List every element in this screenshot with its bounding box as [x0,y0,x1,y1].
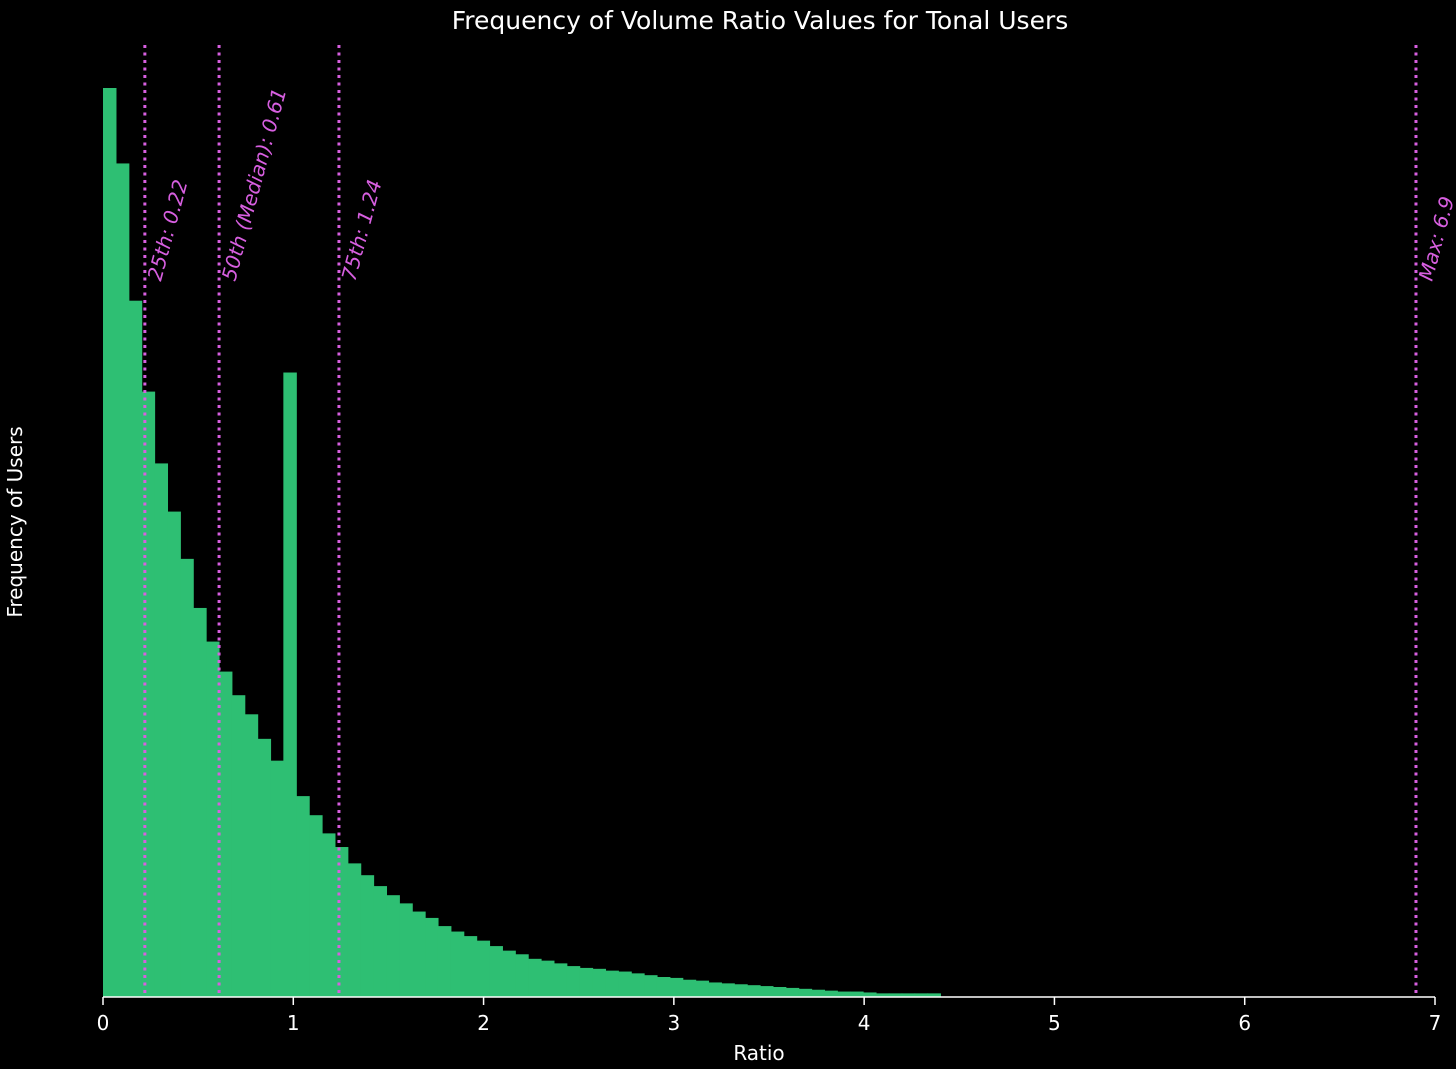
histogram-bar [901,993,916,997]
x-tick-label: 0 [97,1011,110,1035]
histogram-bar [631,973,645,997]
x-tick-label: 6 [1238,1011,1251,1035]
histogram-bar [437,926,452,997]
histogram-bar [695,980,710,997]
histogram-bar [386,895,400,997]
histogram-bar [206,641,220,997]
histogram-bar [863,992,877,997]
histogram-bar [425,917,439,997]
histogram-bar [231,695,246,997]
histogram-bar [708,982,722,997]
histogram-bar [515,954,529,997]
histogram-bar [656,977,671,997]
histogram-bar [321,833,336,997]
histogram-bar [811,989,826,997]
histogram-bar [399,903,413,997]
histogram-bar [167,511,181,997]
histogram-bar [644,975,658,997]
histogram-bar [888,993,903,997]
histogram-bar [463,936,478,997]
chart-title: Frequency of Volume Ratio Values for Ton… [452,6,1069,35]
histogram-bar [334,847,349,997]
histogram-bar [528,958,542,997]
histogram-bar [412,911,426,997]
histogram-bar [489,946,503,997]
histogram-bar [682,979,697,997]
percentile-label: 50th (Median): 0.61 [217,86,292,284]
histogram-bar [875,993,890,997]
percentile-label: Max: 6.9 [1414,194,1456,284]
x-tick-label: 2 [477,1011,490,1035]
histogram-bar [360,875,375,997]
bars-layer [103,88,941,998]
histogram-bar [373,886,388,997]
histogram-bar [592,968,607,997]
histogram-bar [785,987,800,997]
histogram-bar [154,463,169,997]
histogram-bar [128,300,143,997]
histogram-bar [103,88,117,997]
histogram-bar [476,940,491,997]
histogram-bar [270,760,284,997]
histogram-bar [309,815,323,997]
histogram-bar [347,863,362,997]
histogram-bar [566,966,581,997]
histogram-bar [759,986,774,997]
x-tick-label: 4 [858,1011,871,1035]
x-axis-label: Ratio [733,1041,784,1065]
histogram-bar [850,991,864,997]
percentile-label: 75th: 1.24 [337,177,387,283]
histogram-bar [798,988,813,997]
histogram-bar [115,163,130,997]
histogram-bar [553,963,568,997]
histogram-bar [824,990,838,997]
histogram-bar [618,971,632,997]
histogram-bar [927,993,941,997]
histogram-bar [218,671,233,997]
histogram-bar [244,714,259,997]
histogram-bar [257,738,272,997]
histogram-bar [914,993,929,997]
x-tick-label: 5 [1048,1011,1061,1035]
x-ticks-layer: 0 1 2 3 4 5 6 7 [97,997,1442,1035]
histogram-bar [772,987,787,997]
y-axis-label: Frequency of Users [3,426,27,617]
histogram-bar [734,984,748,997]
histogram-bar [605,970,619,997]
histogram-bar [193,607,207,997]
x-tick-label: 7 [1429,1011,1442,1035]
histogram-bar [502,950,516,997]
x-tick-label: 3 [667,1011,680,1035]
histogram-bar [669,977,684,997]
histogram-bar [837,991,851,997]
histogram-bar [721,983,735,997]
percentile-label: 25th: 0.22 [143,177,193,283]
histogram-bar [579,967,594,997]
x-tick-label: 1 [287,1011,300,1035]
histogram-bar [283,372,297,998]
histogram-bar [450,931,465,997]
histogram-bar [747,985,761,997]
histogram-bar [540,960,555,997]
histogram-bar [296,796,310,997]
histogram-bar [180,558,194,997]
